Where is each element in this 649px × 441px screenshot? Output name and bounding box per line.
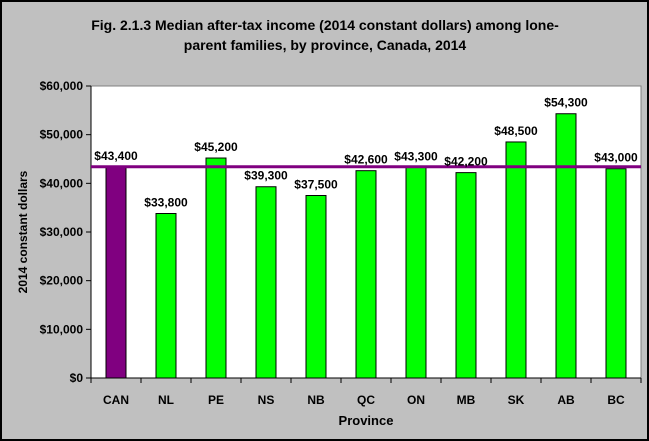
bar-value-label: $39,300 [244, 169, 288, 183]
bar-value-label: $37,500 [294, 178, 338, 192]
y-tick-label: $60,000 [40, 79, 84, 93]
bar-value-label: $42,600 [344, 153, 388, 167]
bar-value-label: $43,000 [594, 151, 638, 165]
y-tick-label: $20,000 [40, 274, 84, 288]
bar-value-label: $43,400 [94, 149, 138, 163]
bar [105, 166, 127, 379]
x-tick-label: SK [508, 393, 525, 407]
bar-value-label: $42,200 [444, 155, 488, 169]
x-tick-label: CAN [103, 393, 129, 407]
chart-title-line-2: parent families, by province, Canada, 20… [184, 37, 467, 53]
bar [255, 186, 277, 379]
y-axis: $0 $10,000 $20,000 $30,000 $40,000 $50,000 $60… [40, 79, 92, 385]
bar-value-label: $48,500 [494, 124, 538, 138]
bar-value-label: $45,200 [194, 140, 238, 154]
x-tick-label: MB [457, 393, 476, 407]
x-tick-label: ON [407, 393, 425, 407]
bar [305, 195, 327, 379]
x-tick-label: NL [158, 393, 174, 407]
x-tick-label: NS [258, 393, 275, 407]
y-tick-label: $10,000 [40, 322, 84, 336]
data-labels: $43,400 $33,800 $45,200 $39,300 $37,500 $42,6… [94, 96, 638, 210]
bar [555, 113, 577, 379]
x-axis-title: Province [339, 413, 394, 428]
x-tick-label: PE [208, 393, 224, 407]
y-tick-label: $50,000 [40, 128, 84, 142]
y-tick-label: $40,000 [40, 176, 84, 190]
bar [355, 170, 377, 379]
bar [505, 141, 527, 379]
x-tick-label: QC [357, 393, 375, 407]
y-tick-label: $30,000 [40, 225, 84, 239]
bar-value-label: $33,800 [144, 196, 188, 210]
bar-value-label: $54,300 [544, 96, 588, 110]
bar [155, 213, 177, 379]
bar [455, 172, 477, 379]
bar [205, 157, 227, 379]
chart-title-line-1: Fig. 2.1.3 Median after-tax income (2014… [91, 17, 559, 33]
x-axis: CAN NL PE NS NB QC ON MB SK AB BC [90, 377, 642, 407]
bar [605, 168, 627, 379]
x-tick-label: BC [607, 393, 625, 407]
x-tick-label: AB [557, 393, 575, 407]
x-tick-label: NB [307, 393, 325, 407]
bar [405, 166, 427, 379]
bar-value-label: $43,300 [394, 149, 438, 163]
y-axis-title: 2014 constant dollars [16, 170, 30, 293]
y-tick-label: $0 [70, 371, 84, 385]
bar-series [105, 113, 627, 379]
